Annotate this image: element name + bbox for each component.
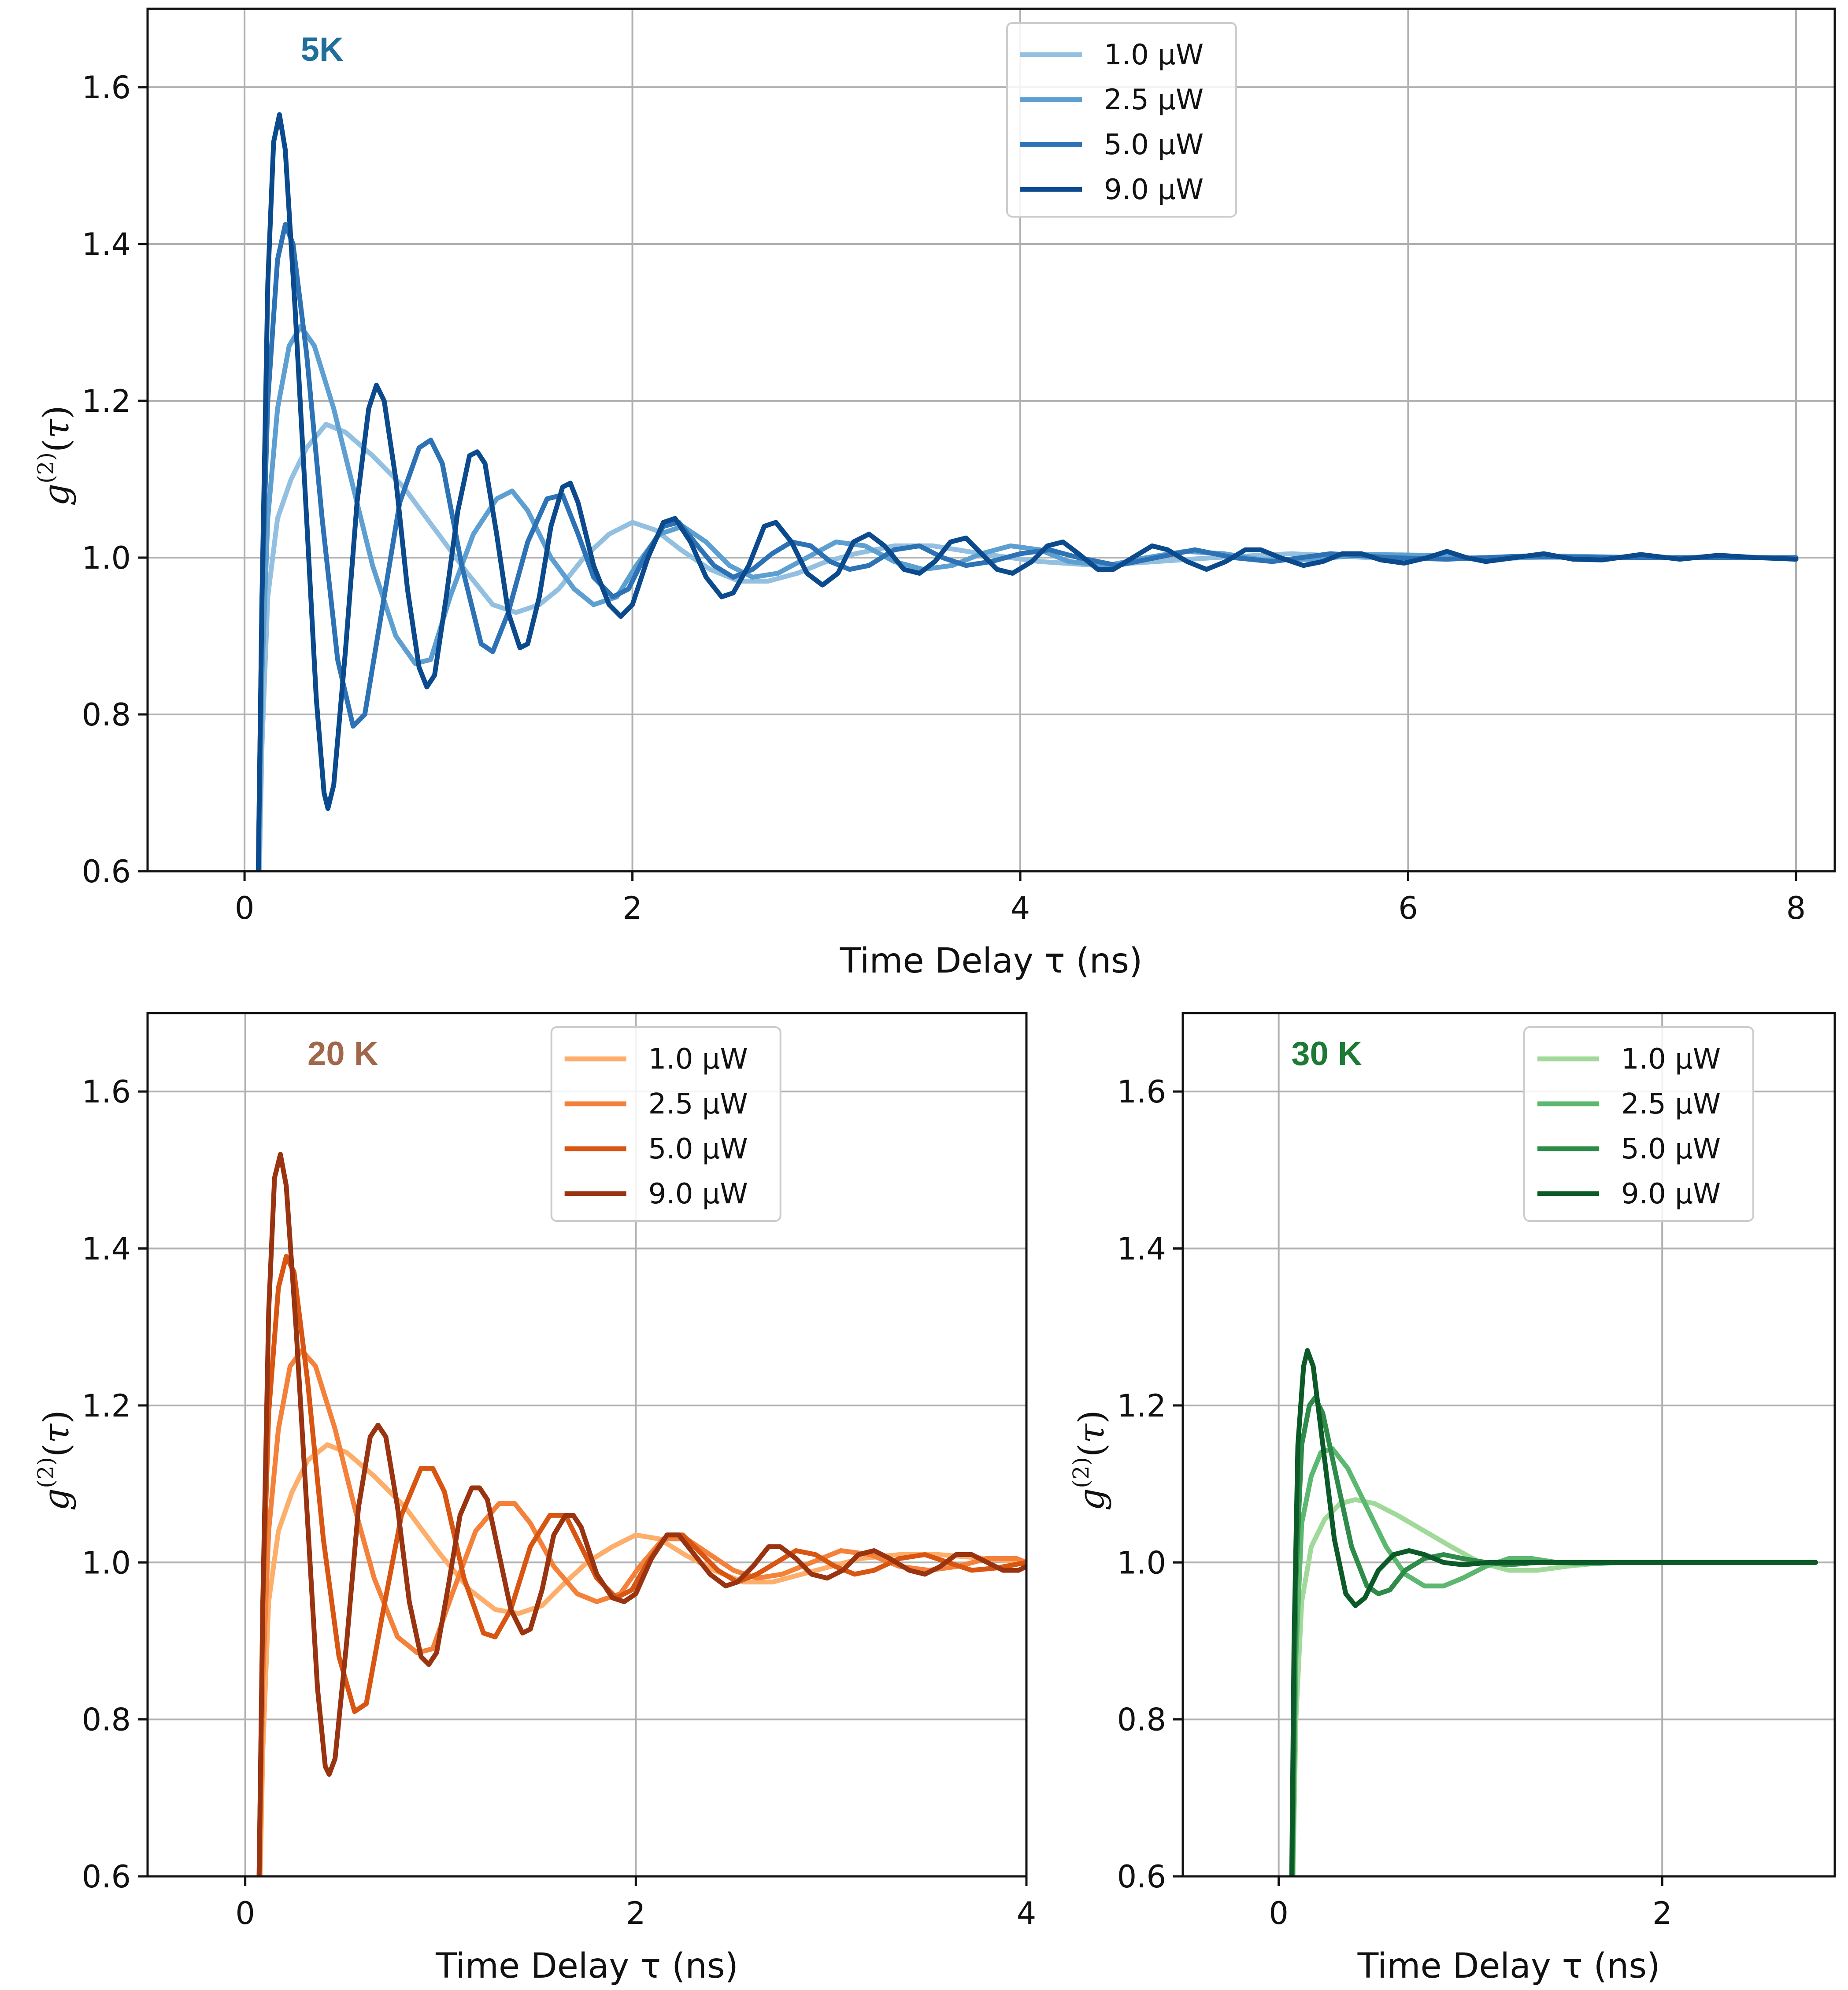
plot-frame [146,7,1836,873]
y-axis-label-tau: τ [36,418,77,439]
y-tick-label: 1.4 [82,226,131,263]
legend-label-3: 5.0 µW [648,1133,748,1165]
y-tick-label: 1.4 [82,1231,131,1267]
y-tick-label: 1.2 [1117,1388,1166,1424]
y-tick-label: 1.0 [82,540,131,576]
y-tick-label: 1.0 [82,1545,131,1581]
y-axis-label: g(2)(τ) [33,405,77,506]
x-tick-label: 8 [1786,890,1806,926]
panel-title: 5K [301,31,344,68]
x-tick-label: 6 [1398,890,1418,926]
x-tick-label: 0 [1269,1895,1289,1931]
legend-label-1: 1.0 µW [1104,39,1204,71]
x-tick-label: 4 [1011,890,1030,926]
y-axis-label-tau: τ [1071,1423,1112,1443]
y-axis-label-rparen: ) [36,405,77,419]
legend-label-2: 2.5 µW [1104,84,1204,116]
legend: 1.0 µW 2.5 µW 5.0 µW 9.0 µW [1523,1026,1754,1222]
y-axis-label-lparen: ( [36,1443,77,1457]
legend-label-3: 5.0 µW [1621,1133,1721,1165]
y-tick-label: 1.4 [1117,1231,1166,1267]
y-axis-label-sup: (2) [33,452,59,484]
y-axis-label-lparen: ( [1071,1443,1112,1457]
legend-box [1523,1026,1754,1222]
y-tick-label: 0.6 [1117,1859,1166,1895]
y-axis-label-sup: (2) [1068,1457,1094,1488]
x-tick-label: 4 [1017,1895,1037,1931]
legend-label-4: 9.0 µW [1621,1178,1721,1210]
y-axis-label-sup: (2) [33,1457,59,1488]
y-axis-label: g(2)(τ) [33,1410,77,1511]
y-tick-label: 0.6 [82,854,131,890]
legend-box [550,1026,781,1222]
x-axis-label: Time Delay τ (ns) [435,1946,738,1986]
series-line-4 [256,112,1799,871]
plot-frame [146,1012,1028,1878]
y-tick-label: 0.6 [82,1859,131,1895]
panel-5k: 0 2 4 6 8 0.6 0.8 1.0 1.2 1.4 1.6 Time Delay τ (ns)… [33,7,1836,981]
y-tick-label: 1.6 [82,70,131,106]
legend-label-4: 9.0 µW [1104,174,1204,206]
series-line-4 [1289,1348,1818,1876]
y-axis-label: g(2)(τ) [1068,1410,1112,1511]
y-axis-label-g: g [36,1488,77,1511]
panel-title: 30 K [1291,1035,1362,1073]
legend-box [1006,22,1237,218]
plot-frame [1181,1012,1836,1878]
y-axis-label-rparen: ) [36,1410,77,1424]
legend-label-2: 2.5 µW [1621,1088,1721,1121]
y-axis-label-g: g [1071,1488,1112,1511]
legend-label-2: 2.5 µW [648,1088,748,1121]
panel-title: 20 K [307,1035,378,1073]
x-tick-label: 0 [235,890,255,926]
series-line-4 [256,1152,1026,1876]
y-tick-label: 1.6 [1117,1074,1166,1110]
x-tick-label: 2 [1652,1895,1672,1931]
y-tick-label: 0.8 [1117,1702,1166,1738]
y-tick-label: 0.8 [82,1702,131,1738]
y-axis-label-g: g [36,484,77,506]
legend-label-1: 1.0 µW [1621,1043,1721,1076]
y-tick-label: 1.2 [82,383,131,419]
y-tick-label: 1.2 [82,1388,131,1424]
legend-label-4: 9.0 µW [648,1178,748,1210]
legend-label-3: 5.0 µW [1104,129,1204,161]
y-axis-label-rparen: ) [1071,1410,1112,1424]
x-axis-label: Time Delay τ (ns) [840,941,1143,981]
legend: 1.0 µW 2.5 µW 5.0 µW 9.0 µW [1006,22,1237,218]
y-axis-label-tau: τ [36,1423,77,1443]
y-tick-label: 0.8 [82,697,131,733]
y-tick-label: 1.6 [82,1074,131,1110]
legend-label-1: 1.0 µW [648,1043,748,1076]
y-axis-label-lparen: ( [36,439,77,452]
x-axis-label: Time Delay τ (ns) [1357,1946,1660,1986]
x-tick-label: 2 [626,1895,646,1931]
legend: 1.0 µW 2.5 µW 5.0 µW 9.0 µW [550,1026,781,1222]
x-tick-label: 0 [235,1895,255,1931]
y-tick-label: 1.0 [1117,1545,1166,1581]
x-tick-label: 2 [622,890,642,926]
